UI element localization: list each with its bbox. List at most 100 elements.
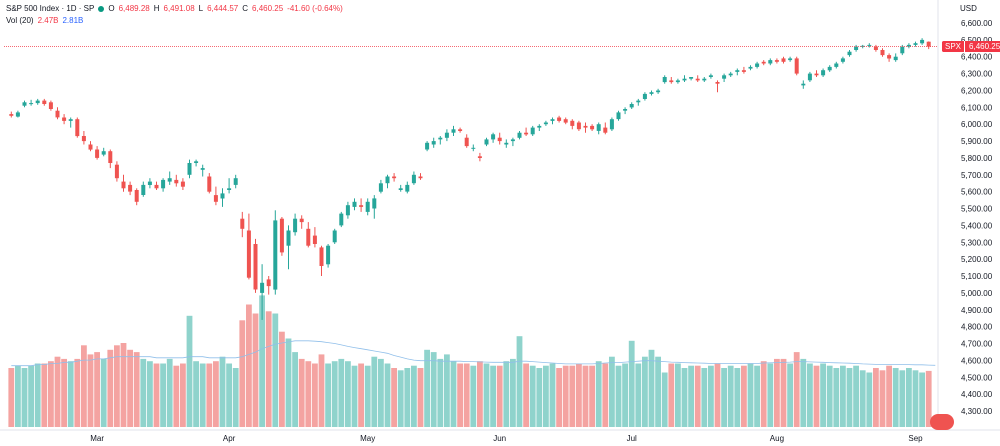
volume-bar <box>562 365 569 427</box>
candle-body <box>240 218 245 229</box>
volume-bar <box>912 370 919 427</box>
candle-body <box>266 279 271 287</box>
candle-body <box>920 39 925 44</box>
y-tick-label: 6,500.00 <box>961 36 993 45</box>
candle-body <box>312 235 317 244</box>
candle-body <box>161 179 166 189</box>
volume-bar <box>318 354 325 427</box>
candle-body <box>900 46 905 54</box>
flag-icon[interactable] <box>930 414 954 430</box>
candle-body <box>880 50 885 56</box>
candle-body <box>840 58 845 62</box>
volume-bar <box>529 365 536 427</box>
candle-body <box>682 78 687 81</box>
volume-bar <box>727 365 734 427</box>
candle-body <box>48 102 53 109</box>
candle-body <box>167 178 172 182</box>
candle-body <box>458 129 463 131</box>
candle-body <box>180 181 185 187</box>
candle-body <box>781 58 786 62</box>
volume-row: Vol (20) 2.47B 2.81B <box>6 15 343 27</box>
candle-body <box>128 184 133 192</box>
volume-bar <box>496 365 503 427</box>
symbol-title[interactable]: S&P 500 Index · 1D · SP <box>6 4 95 13</box>
y-tick-label: 6,400.00 <box>961 53 993 62</box>
volume-bar <box>470 365 477 427</box>
volume-bar <box>688 365 694 427</box>
candle-body <box>649 92 654 94</box>
volume-bar <box>226 363 232 427</box>
volume-bar <box>925 370 932 427</box>
candle-body <box>398 188 403 190</box>
candle-body <box>15 112 20 117</box>
volume-bar <box>74 358 81 427</box>
candle-body <box>418 176 423 179</box>
candle-body <box>788 58 793 61</box>
candle-body <box>728 73 733 76</box>
candle-body <box>616 112 621 120</box>
candle-body <box>807 73 812 81</box>
y-tick-label: 5,300.00 <box>961 238 993 247</box>
close-label: C <box>242 4 249 13</box>
volume-bar <box>602 363 609 427</box>
volume-bar <box>833 368 840 427</box>
volume-bar <box>239 320 246 427</box>
volume-bar <box>503 361 510 427</box>
y-axis[interactable]: 6,600.00 6,500.00 6,400.00 6,300.00 6,200.00… <box>961 19 993 416</box>
candle-body <box>636 100 641 103</box>
volume-bar <box>444 354 450 427</box>
volume-bar <box>384 363 391 427</box>
volume-bar <box>919 372 925 427</box>
candle-body <box>9 114 14 116</box>
candle-body <box>913 43 918 45</box>
volume-bar <box>754 365 760 427</box>
x-axis[interactable]: Mar Apr May Jun Jul Aug Sep <box>90 434 923 443</box>
volume-bar <box>305 361 312 427</box>
volume-bar <box>767 363 774 427</box>
volume-indicator-label[interactable]: Vol (20) <box>6 16 34 25</box>
volume-bar <box>774 358 780 427</box>
candle-body <box>147 181 152 185</box>
volume-bar <box>721 368 727 427</box>
y-tick-label: 6,000.00 <box>961 120 993 129</box>
y-tick-label: 5,700.00 <box>961 171 993 180</box>
candle-body <box>359 205 364 207</box>
candle-body <box>154 184 159 189</box>
volume-bar <box>417 368 424 427</box>
candle-body <box>444 132 449 138</box>
candle-body <box>755 63 760 67</box>
candle-body <box>609 119 614 130</box>
volume-bar <box>483 363 490 427</box>
y-tick-label: 5,800.00 <box>961 154 993 163</box>
candle-body <box>108 151 113 163</box>
volume-bar <box>160 363 166 427</box>
candle-body <box>722 75 727 79</box>
candle-body <box>576 122 581 130</box>
y-tick-label: 6,300.00 <box>961 70 993 79</box>
volume-bar <box>787 363 793 427</box>
candle-body <box>623 109 628 111</box>
y-tick-label: 5,500.00 <box>961 205 993 214</box>
candle-body <box>55 110 60 118</box>
x-tick-label: Aug <box>770 434 784 443</box>
candle-body <box>385 176 390 184</box>
volume-bar <box>133 352 140 427</box>
volume-bar <box>741 365 747 427</box>
candle-body <box>68 119 73 121</box>
y-tick-label: 4,700.00 <box>961 340 993 349</box>
candles <box>9 38 931 320</box>
y-tick-label: 4,400.00 <box>961 390 993 399</box>
candle-body <box>114 164 119 179</box>
volume-bar <box>595 361 602 427</box>
volume-bar <box>34 363 41 427</box>
volume-bar <box>219 356 226 427</box>
candle-body <box>471 147 476 149</box>
candle-body <box>405 184 410 192</box>
y-tick-label: 4,300.00 <box>961 407 993 416</box>
candle-body <box>715 82 720 84</box>
volume-bar <box>87 354 94 427</box>
volume-bar <box>510 358 516 427</box>
volume-bar <box>114 345 120 427</box>
candle-body <box>75 119 80 137</box>
